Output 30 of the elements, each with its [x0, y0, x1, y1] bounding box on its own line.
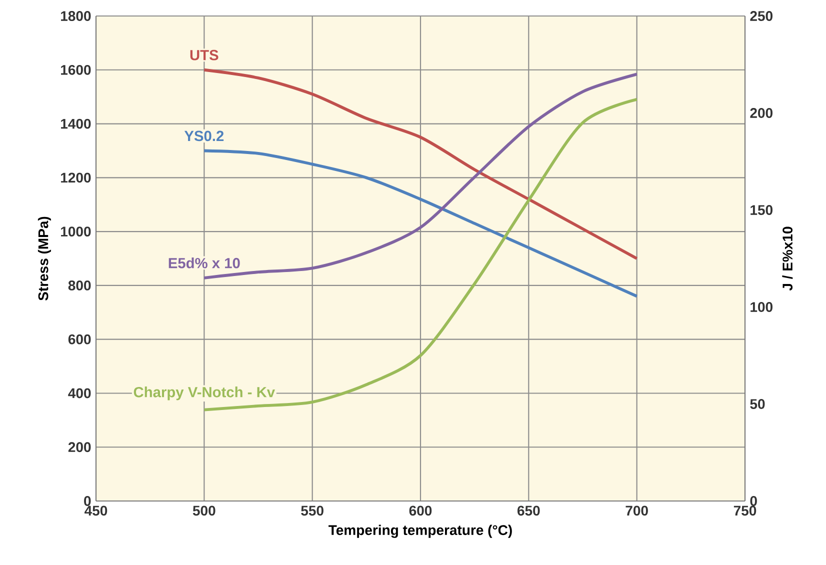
- y-tick-label: 800: [68, 280, 91, 290]
- y-tick-label: 1000: [61, 226, 91, 237]
- y2-tick-label: 50: [750, 399, 765, 409]
- y2-tick-label: 0: [750, 496, 757, 506]
- y-axis-title: Stress (MPa): [38, 216, 51, 301]
- series-label: UTS: [190, 50, 218, 60]
- y-tick-label: 200: [68, 442, 91, 452]
- x-tick-label: 750: [734, 506, 756, 516]
- y-tick-label: 1200: [61, 172, 91, 183]
- y-tick-label: 1400: [61, 118, 91, 129]
- series-label: Charpy V-Notch - Kv: [134, 386, 275, 400]
- y2-tick-label: 150: [750, 205, 772, 215]
- y-tick-label: 1800: [61, 11, 91, 21]
- y2-tick-label: 100: [750, 302, 772, 312]
- y-tick-label: 0: [84, 496, 91, 506]
- y-tick-label: 600: [68, 334, 91, 344]
- y-tick-label: 1600: [61, 64, 91, 75]
- series-label: YS0.2: [184, 130, 224, 142]
- series-label: E5d% x 10: [168, 258, 240, 268]
- y-tick-label: 400: [68, 388, 91, 398]
- x-tick-label: 500: [192, 506, 216, 516]
- x-tick-label: 450: [84, 506, 108, 516]
- x-tick-label: 650: [517, 506, 540, 516]
- x-axis-title: Tempering temperature (°C): [328, 524, 512, 538]
- y2-tick-label: 250: [750, 11, 772, 21]
- x-tick-label: 550: [301, 506, 324, 516]
- y2-tick-label: 200: [750, 108, 772, 118]
- x-tick-label: 600: [409, 506, 432, 516]
- x-tick-label: 700: [626, 506, 648, 516]
- y2-axis-title: J / E%x10: [782, 226, 793, 291]
